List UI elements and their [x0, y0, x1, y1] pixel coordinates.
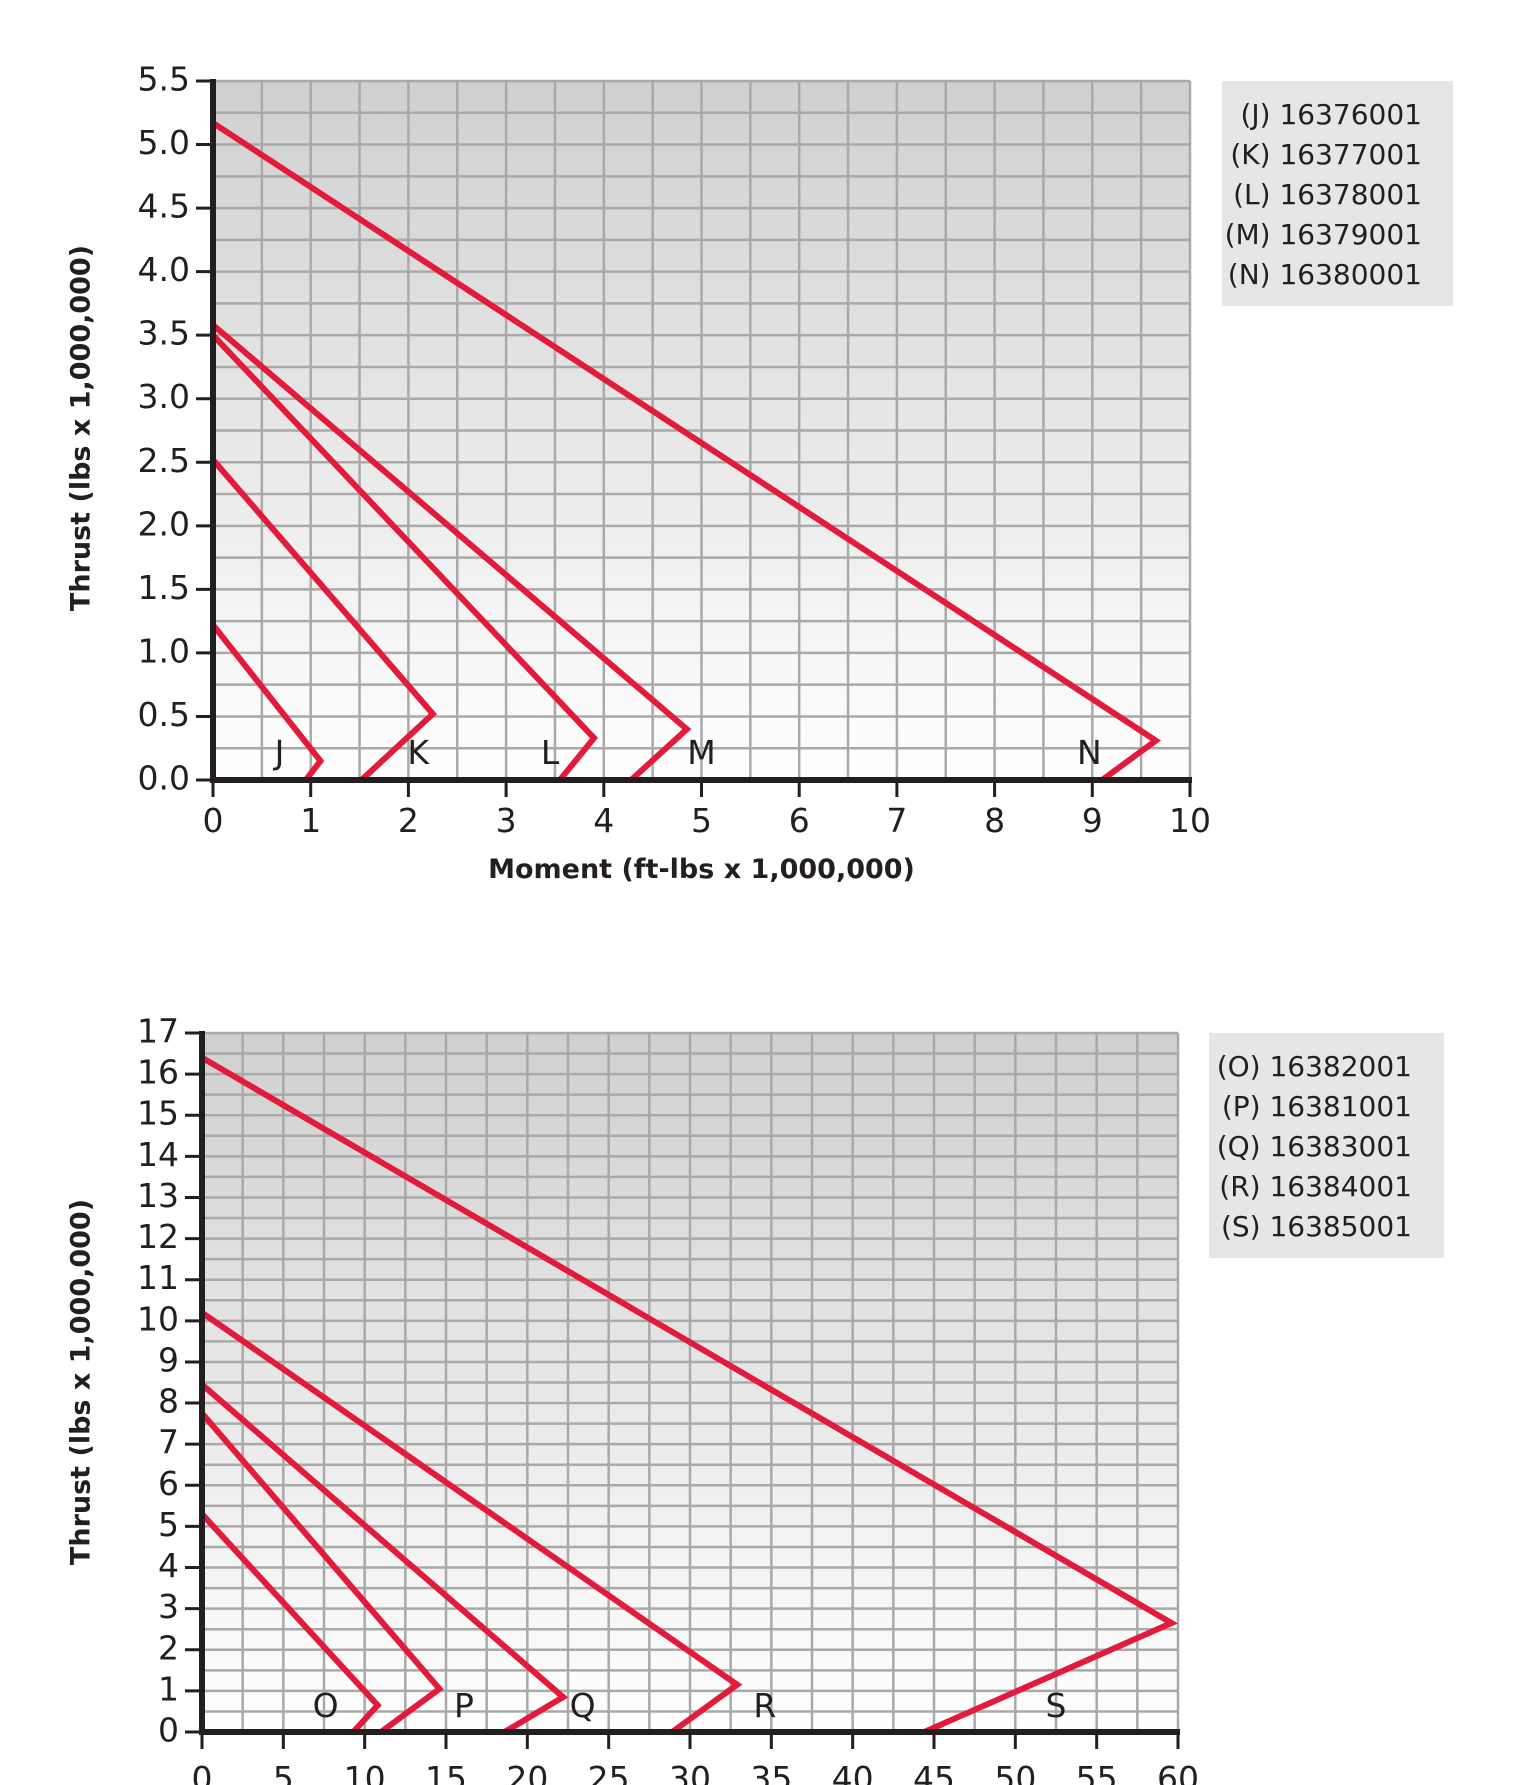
- curve-label-P: P: [454, 1686, 474, 1725]
- legend-entry: (P) 16381001: [1222, 1090, 1412, 1123]
- x-tick-label: 1: [300, 801, 321, 840]
- y-tick-label: 10: [137, 1299, 179, 1338]
- y-tick-label: 2.0: [138, 504, 190, 543]
- series-line-J: [210, 623, 325, 782]
- x-tick-label: 4: [593, 801, 614, 840]
- y-tick-label: 7: [158, 1423, 179, 1462]
- curve-label-N: N: [1077, 733, 1102, 772]
- y-tick-label: 15: [137, 1094, 179, 1133]
- chart-top: J K L M N 0.0 0.5 1.0 1.5 2.0 2.5 3.0 3.5 4.0 4.5 5.0 5.…: [66, 60, 1453, 885]
- x-tick-label: 55: [1076, 1759, 1118, 1785]
- x-tick-label: 45: [913, 1759, 955, 1785]
- y-tick-label: 11: [137, 1258, 179, 1297]
- series-line-N: [211, 120, 1162, 783]
- x-tick-label: 9: [1082, 801, 1103, 840]
- x-tick-label: 20: [506, 1759, 548, 1785]
- y-tick-label: 3: [158, 1587, 179, 1626]
- y-tick-label: 4.5: [138, 187, 190, 226]
- x-tick-label: 6: [789, 801, 810, 840]
- legend-box: [1209, 1033, 1444, 1258]
- legend-entry: (N) 16380001: [1228, 258, 1422, 291]
- y-tick-label: 16: [137, 1053, 179, 1092]
- grid: [211, 79, 1192, 782]
- y-tick-label: 0: [158, 1711, 179, 1750]
- curve-label-Q: Q: [570, 1686, 596, 1725]
- x-tick-label: 15: [425, 1759, 467, 1785]
- x-tick-label: 10: [344, 1759, 386, 1785]
- x-axis-title: Moment (ft-lbs x 1,000,000): [488, 854, 915, 885]
- x-tick-label: 60: [1157, 1759, 1199, 1785]
- x-tick-label: 30: [669, 1759, 711, 1785]
- y-tick-label: 3.0: [138, 377, 190, 416]
- series-line-O: [199, 1512, 382, 1735]
- x-tick-label: 5: [691, 801, 712, 840]
- y-tick-label: 0.0: [138, 759, 190, 798]
- y-tick-label: 8: [158, 1382, 179, 1421]
- y-tick-label: 1.5: [138, 568, 190, 607]
- y-tick-label: 4: [158, 1546, 179, 1585]
- y-tick-label: 2: [158, 1628, 179, 1667]
- curve-label-M: M: [687, 733, 715, 772]
- y-tick-label: 2.5: [138, 441, 190, 480]
- y-tick-label: 12: [137, 1217, 179, 1256]
- x-tick-label: 35: [750, 1759, 792, 1785]
- series-line-M: [211, 322, 692, 783]
- legend-entry: (O) 16382001: [1217, 1050, 1412, 1083]
- y-tick-label: 5: [158, 1505, 179, 1544]
- x-tick-label: 0: [203, 801, 224, 840]
- y-tick-label: 9: [158, 1340, 179, 1379]
- y-tick-label: 0.5: [138, 695, 190, 734]
- series-line-S: [200, 1055, 1179, 1735]
- x-tick-label: 50: [994, 1759, 1036, 1785]
- legend-entry: (R) 16384001: [1219, 1170, 1412, 1203]
- x-tick-label: 3: [496, 801, 517, 840]
- curve-label-R: R: [753, 1686, 776, 1725]
- legend-entry: (J) 16376001: [1240, 98, 1422, 131]
- y-tick-label: 1: [158, 1669, 179, 1708]
- x-tick-label: 2: [398, 801, 419, 840]
- legend-entry: (K) 16377001: [1230, 138, 1422, 171]
- x-tick-label: 0: [192, 1759, 213, 1785]
- curve-label-S: S: [1046, 1686, 1067, 1725]
- legend: (J) 16376001 (K) 16377001 (L) 16378001 (M) …: [1222, 81, 1453, 306]
- legend: (O) 16382001 (P) 16381001 (Q) 16383001 (R) …: [1209, 1033, 1444, 1258]
- y-axis-title: Thrust (lbs x 1,000,000): [66, 245, 97, 611]
- y-tick-label: 1.0: [138, 631, 190, 670]
- curve-label-K: K: [407, 733, 430, 772]
- x-tick-label: 8: [984, 801, 1005, 840]
- legend-entry: (Q) 16383001: [1217, 1130, 1412, 1163]
- x-tick-label: 10: [1169, 801, 1211, 840]
- curve-label-O: O: [313, 1686, 339, 1725]
- series-line-R: [200, 1310, 743, 1735]
- y-tick-label: 6: [158, 1464, 179, 1503]
- y-tick-label: 14: [137, 1135, 179, 1174]
- y-tick-label: 5.5: [138, 60, 190, 99]
- x-tick-label: 25: [588, 1759, 630, 1785]
- legend-entry: (M) 16379001: [1225, 218, 1422, 251]
- y-tick-label: 3.5: [138, 314, 190, 353]
- series-line-K: [210, 457, 437, 783]
- legend-entry: (S) 16385001: [1221, 1210, 1412, 1243]
- curve-label-J: J: [273, 733, 285, 772]
- curve-label-L: L: [541, 733, 560, 772]
- x-tick-label: 40: [832, 1759, 874, 1785]
- legend-box: [1222, 81, 1453, 306]
- x-tick-label: 7: [886, 801, 907, 840]
- y-axis-title: Thrust (lbs x 1,000,000): [66, 1199, 97, 1565]
- series-line-Q: [200, 1382, 569, 1735]
- series-line-L: [210, 333, 599, 782]
- series-line-P: [199, 1411, 444, 1735]
- legend-entry: (L) 16378001: [1233, 178, 1422, 211]
- y-tick-label: 4.0: [138, 250, 190, 289]
- y-tick-label: 13: [137, 1176, 179, 1215]
- x-tick-label: 5: [273, 1759, 294, 1785]
- y-tick-label: 17: [137, 1012, 179, 1051]
- y-tick-label: 5.0: [138, 123, 190, 162]
